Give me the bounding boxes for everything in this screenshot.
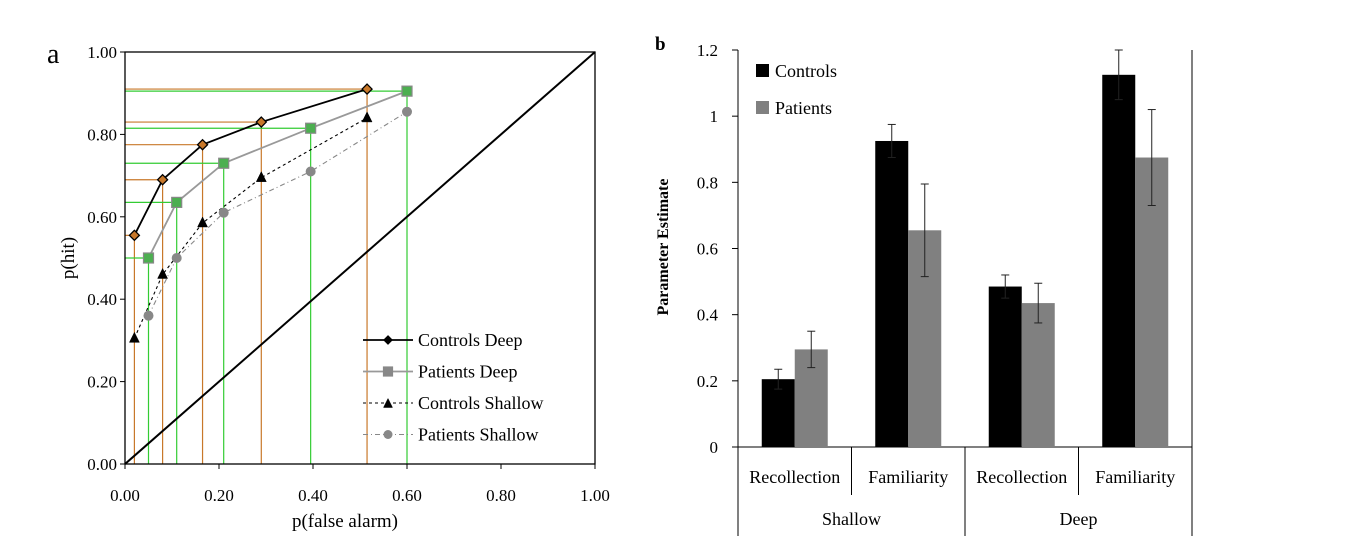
panel-b-label: b: [655, 34, 666, 55]
data-point-diamond: [255, 116, 268, 128]
y-tick-label: 0.2: [697, 372, 718, 391]
legend-swatch: [756, 64, 769, 77]
category-label: Familiarity: [868, 467, 948, 487]
data-point-diamond: [361, 83, 373, 95]
x-tick-label: 0.60: [392, 486, 422, 505]
legend-label: Patients Deep: [418, 362, 517, 382]
legend-label: Patients: [775, 98, 832, 118]
category-axis: Recollection Familiarity Recollection Famil…: [737, 447, 1193, 536]
axis-ticks: 0.00 0.20 0.40 0.60 0.80 1.00 0.00 0.20 0.40 0.60…: [87, 43, 610, 505]
legend-swatch: [756, 101, 769, 114]
x-tick-label: 1.00: [580, 486, 610, 505]
data-point-diamond: [196, 138, 209, 151]
data-point-square: [142, 252, 155, 264]
data-point-square: [171, 196, 183, 208]
legend-label: Patients Shallow: [418, 425, 539, 445]
bar: [1102, 74, 1136, 447]
y-tick-label: 1.00: [87, 43, 117, 62]
data-point-diamond: [156, 173, 169, 186]
data-point-diamond: [128, 229, 141, 242]
legend: Controls Deep Patients Deep Controls Shall…: [363, 330, 544, 445]
group-label: Shallow: [822, 509, 881, 529]
y-tick-label: 0.20: [87, 373, 117, 392]
x-tick-label: 0.20: [204, 486, 234, 505]
category-label: Familiarity: [1095, 467, 1175, 487]
bar-panel: b 0 0.2 0.4 0.6 0.8 1 1.2 Recollection Familiar…: [655, 34, 1193, 536]
y-tick-label: 0.60: [87, 208, 117, 227]
data-point-square: [401, 85, 413, 97]
x-axis-title: p(false alarm): [292, 511, 398, 532]
x-tick-label: 0.80: [486, 486, 516, 505]
y-tick-label: 0: [710, 438, 719, 457]
bar: [875, 140, 909, 447]
group-label: Deep: [1060, 509, 1098, 529]
y-tick-label: 0.8: [697, 173, 718, 192]
category-label: Recollection: [976, 467, 1067, 487]
bar: [988, 286, 1022, 447]
y-tick-label: 0.6: [697, 240, 718, 259]
data-point-circle: [383, 430, 393, 439]
y-tick-label: 1: [710, 107, 719, 126]
bars: [761, 49, 1169, 448]
data-point-circle: [171, 253, 182, 263]
x-tick-label: 0.40: [298, 486, 328, 505]
legend-label: Controls Deep: [418, 330, 522, 350]
y-axis-title: Parameter Estimate: [655, 179, 672, 316]
data-point-triangle: [383, 397, 393, 408]
data-point-circle: [305, 166, 316, 177]
data-point-triangle: [197, 216, 208, 228]
plot-frame: [124, 51, 596, 465]
data-point-triangle: [361, 111, 373, 123]
bar: [1021, 303, 1055, 447]
y-axis-title: p(hit): [58, 237, 79, 279]
category-label: Recollection: [749, 467, 840, 487]
bar: [761, 379, 795, 447]
legend-label: Controls: [775, 61, 837, 81]
y-tick-label: 0.4: [697, 306, 719, 325]
data-point-square: [305, 122, 317, 134]
data-point-triangle: [255, 171, 267, 182]
data-point-square: [382, 366, 394, 377]
y-tick-label: 0.00: [87, 455, 117, 474]
data-point-triangle: [157, 267, 169, 279]
series-line: [133, 117, 368, 339]
data-point-diamond: [383, 335, 393, 345]
data-point-square: [218, 157, 230, 169]
legend-label: Controls Shallow: [418, 393, 544, 413]
series-line: [133, 88, 368, 236]
data-point-triangle: [128, 331, 140, 343]
panel-a-label: a: [47, 39, 60, 70]
x-tick-label: 0.00: [110, 486, 140, 505]
chance-line: [124, 51, 596, 465]
data-point-circle: [218, 207, 229, 218]
series-group: [128, 83, 413, 343]
y-tick-label: 1.2: [697, 41, 718, 60]
legend: Controls Patients: [756, 61, 837, 118]
data-point-circle: [143, 310, 154, 321]
roc-panel: a 0.00 0.20 0.40 0.60 0.80 1.000.000.200.400.…: [47, 39, 610, 532]
data-point-circle: [402, 106, 412, 117]
y-tick-label: 0.40: [87, 290, 117, 309]
y-tick-label: 0.80: [87, 125, 117, 144]
